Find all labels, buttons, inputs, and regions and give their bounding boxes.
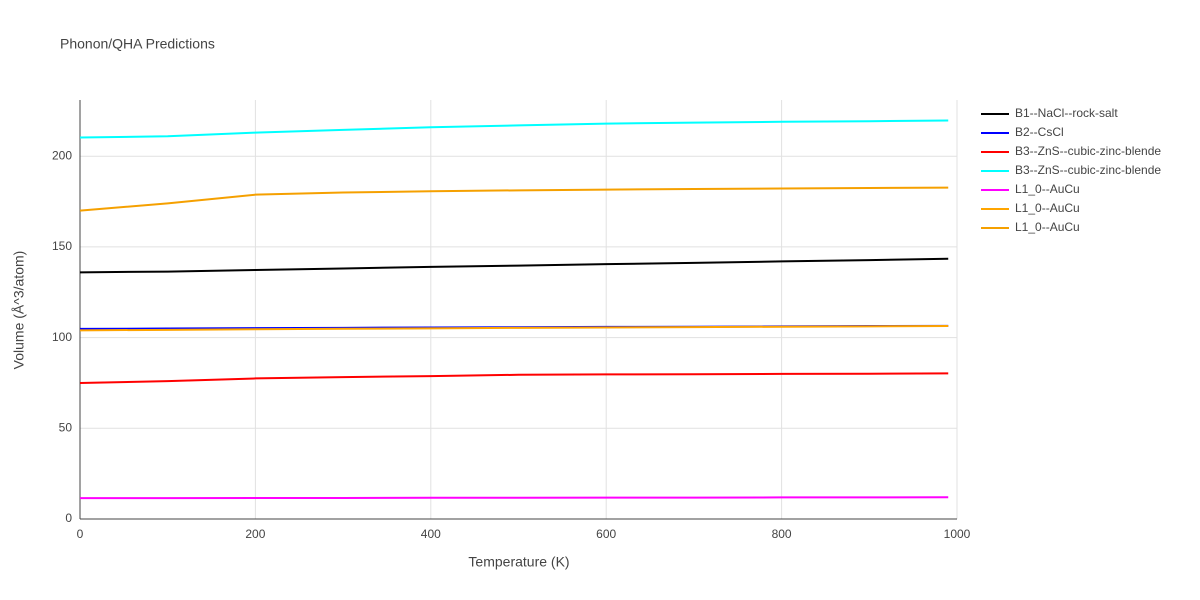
legend-label: B3--ZnS--cubic-zinc-blende bbox=[1015, 163, 1161, 177]
x-tick-label: 1000 bbox=[944, 527, 971, 541]
series-line bbox=[79, 257, 949, 274]
series-line bbox=[79, 325, 949, 332]
y-tick-label: 100 bbox=[52, 330, 72, 344]
x-tick-label: 0 bbox=[77, 527, 84, 541]
x-axis-label: Temperature (K) bbox=[468, 554, 569, 570]
y-tick-label: 50 bbox=[59, 420, 73, 434]
y-tick-label: 200 bbox=[52, 148, 72, 162]
legend-label: L1_0--AuCu bbox=[1015, 182, 1080, 196]
legend-label: B1--NaCl--rock-salt bbox=[1015, 106, 1118, 120]
legend-label: L1_0--AuCu bbox=[1015, 201, 1080, 215]
x-tick-label: 600 bbox=[596, 527, 616, 541]
series-line bbox=[80, 496, 949, 500]
y-tick-label: 150 bbox=[52, 239, 72, 253]
series-line bbox=[79, 186, 949, 212]
series-line bbox=[79, 372, 949, 384]
legend-label: B2--CsCl bbox=[1015, 125, 1064, 139]
x-tick-label: 800 bbox=[772, 527, 792, 541]
y-tick-label: 0 bbox=[65, 511, 72, 525]
legend-label: B3--ZnS--cubic-zinc-blende bbox=[1015, 144, 1161, 158]
x-tick-label: 400 bbox=[421, 527, 441, 541]
x-tick-label: 200 bbox=[245, 527, 265, 541]
chart-title: Phonon/QHA Predictions bbox=[60, 36, 215, 52]
legend-label: L1_0--AuCu bbox=[1015, 220, 1080, 234]
y-axis-label: Volume (Å^3/atom) bbox=[11, 251, 27, 370]
series-line bbox=[79, 119, 949, 139]
